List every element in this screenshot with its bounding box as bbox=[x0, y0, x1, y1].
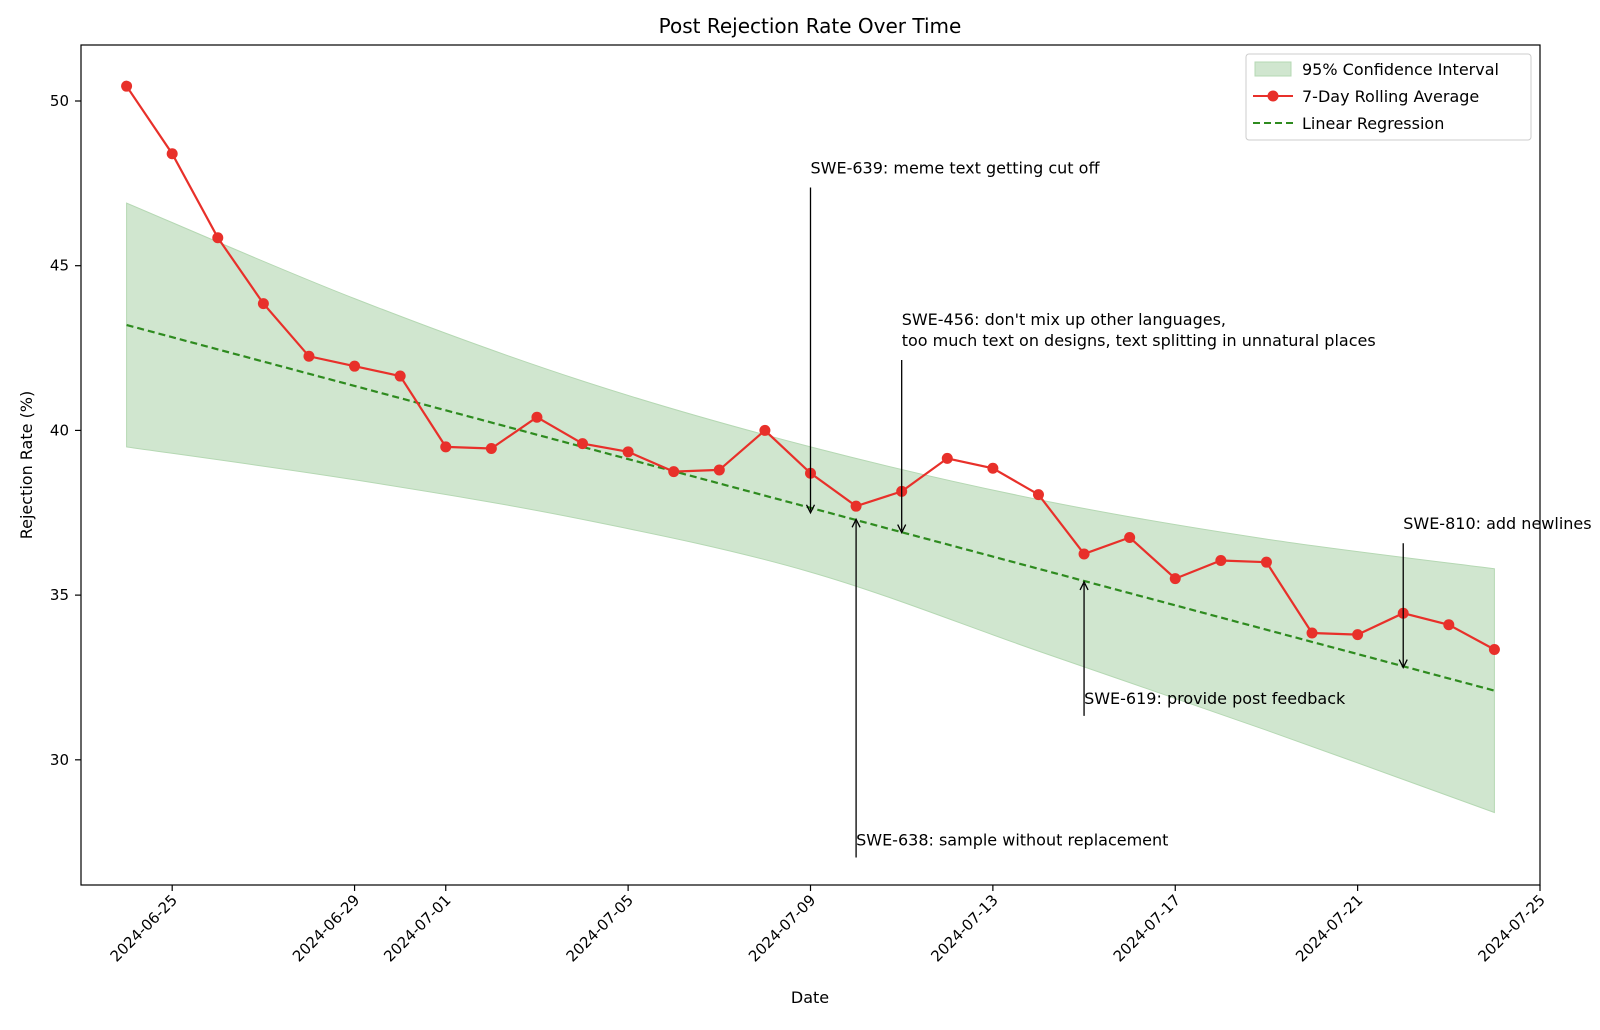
data-point bbox=[212, 232, 224, 244]
annotation-arrowhead bbox=[1079, 580, 1089, 591]
y-axis-ticks: 30 35 40 45 50 bbox=[50, 92, 81, 769]
annotation-arrowhead bbox=[1398, 659, 1408, 670]
annotations-layer: SWE-639: meme text getting cut off SWE-45… bbox=[805, 158, 1592, 858]
data-point bbox=[121, 80, 133, 92]
data-point bbox=[1306, 627, 1318, 639]
legend: 95% Confidence Interval 7-Day Rolling Av… bbox=[1245, 53, 1532, 141]
data-point bbox=[759, 424, 771, 436]
annotation-arrowhead bbox=[897, 524, 907, 534]
data-point bbox=[668, 466, 680, 478]
annotation-label: SWE-456: don't mix up other languages, bbox=[902, 310, 1226, 329]
data-point bbox=[1443, 619, 1455, 631]
x-tick-label: 2024-07-21 bbox=[1292, 891, 1366, 965]
y-tick-label: 35 bbox=[50, 586, 69, 604]
x-tick-label: 2024-07-13 bbox=[927, 891, 1001, 965]
legend-ci-label: 95% Confidence Interval bbox=[1302, 60, 1499, 79]
data-point bbox=[1169, 573, 1181, 585]
annotation-label: SWE-638: sample without replacement bbox=[856, 830, 1168, 849]
annotation-label: SWE-639: meme text getting cut off bbox=[811, 158, 1101, 177]
annotation-label: too much text on designs, text splitting… bbox=[902, 331, 1376, 350]
y-tick-label: 50 bbox=[50, 92, 69, 110]
data-point bbox=[394, 370, 406, 382]
data-point bbox=[1488, 643, 1500, 655]
legend-rolling-marker bbox=[1267, 90, 1279, 102]
data-point bbox=[941, 452, 953, 464]
data-point bbox=[987, 462, 999, 474]
data-point bbox=[257, 298, 269, 310]
data-point bbox=[349, 360, 361, 372]
x-tick-label: 2024-07-05 bbox=[563, 891, 637, 965]
data-point bbox=[166, 148, 178, 160]
annotation-label: SWE-810: add newlines bbox=[1403, 514, 1591, 533]
annotation-arrowhead bbox=[851, 517, 861, 528]
x-tick-label: 2024-07-09 bbox=[745, 891, 819, 965]
x-axis-label: Date bbox=[791, 988, 829, 1007]
x-tick-label: 2024-07-25 bbox=[1474, 891, 1548, 965]
x-tick-label: 2024-06-29 bbox=[289, 891, 363, 965]
data-point bbox=[1260, 556, 1272, 568]
data-point bbox=[577, 438, 589, 450]
data-point bbox=[850, 500, 862, 512]
data-point bbox=[1124, 531, 1136, 543]
y-tick-label: 30 bbox=[50, 751, 69, 769]
annotation-arrowhead bbox=[805, 504, 816, 515]
y-tick-label: 40 bbox=[50, 421, 69, 439]
legend-rolling-label: 7-Day Rolling Average bbox=[1302, 87, 1479, 106]
y-axis-label: Rejection Rate (%) bbox=[17, 391, 36, 540]
x-tick-label: 2024-07-01 bbox=[380, 891, 454, 965]
legend-ci-swatch bbox=[1254, 61, 1292, 77]
data-point bbox=[1352, 629, 1364, 641]
x-tick-label: 2024-07-17 bbox=[1110, 891, 1184, 965]
data-point bbox=[303, 350, 315, 362]
data-point bbox=[1032, 489, 1044, 501]
chart-title: Post Rejection Rate Over Time bbox=[659, 14, 962, 38]
legend-regression-label: Linear Regression bbox=[1302, 114, 1444, 133]
annotation-label: SWE-619: provide post feedback bbox=[1084, 689, 1346, 708]
data-point bbox=[1078, 548, 1090, 560]
y-tick-label: 45 bbox=[50, 257, 69, 275]
data-point bbox=[531, 411, 543, 423]
legend-box bbox=[1245, 53, 1532, 141]
x-axis-ticks: 2024-06-25 2024-06-29 2024-07-01 2024-07-05… bbox=[107, 885, 1549, 965]
data-point bbox=[1215, 555, 1227, 567]
x-tick-label: 2024-06-25 bbox=[107, 891, 181, 965]
data-point bbox=[485, 443, 497, 455]
data-point bbox=[440, 441, 452, 453]
data-point bbox=[622, 446, 634, 458]
data-point bbox=[713, 464, 725, 476]
